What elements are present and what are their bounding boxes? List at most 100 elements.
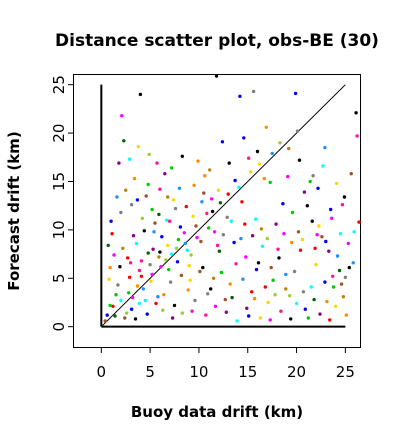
data-point xyxy=(266,300,270,305)
data-point xyxy=(134,241,139,246)
data-point xyxy=(136,144,141,149)
chart-title: Distance scatter plot, obs-BE (30) xyxy=(55,31,379,51)
data-point xyxy=(123,316,127,320)
data-point xyxy=(179,273,184,278)
data-point xyxy=(196,159,200,163)
data-point xyxy=(178,225,183,229)
data-point xyxy=(140,216,144,220)
data-point xyxy=(121,246,125,250)
data-point xyxy=(111,304,115,308)
data-point xyxy=(352,230,356,234)
x-tick-label: 20 xyxy=(287,363,306,381)
data-point xyxy=(150,272,154,277)
data-point xyxy=(230,295,234,300)
data-point xyxy=(249,170,253,174)
data-point xyxy=(294,301,299,306)
data-point xyxy=(296,230,301,234)
data-point xyxy=(338,232,343,236)
data-point xyxy=(335,254,340,258)
data-point xyxy=(114,293,118,297)
data-point xyxy=(354,111,358,115)
data-point xyxy=(312,297,316,302)
data-point xyxy=(334,181,339,186)
data-point xyxy=(161,308,165,312)
data-point xyxy=(147,152,151,157)
data-point xyxy=(211,276,216,280)
data-point xyxy=(284,287,288,291)
data-point xyxy=(269,265,273,270)
data-point xyxy=(281,202,285,206)
data-point xyxy=(159,265,163,269)
data-point xyxy=(127,291,131,295)
data-point xyxy=(293,91,298,96)
data-point xyxy=(290,210,295,215)
data-point xyxy=(175,260,180,264)
data-point xyxy=(315,233,319,237)
data-point xyxy=(155,161,159,165)
y-axis-title: Forecast drift (km) xyxy=(5,131,23,290)
data-point xyxy=(133,317,138,321)
data-point xyxy=(302,190,307,194)
data-point xyxy=(277,256,281,260)
data-point xyxy=(209,197,214,201)
data-point xyxy=(149,279,153,283)
data-point xyxy=(202,191,206,195)
data-point xyxy=(132,176,137,181)
data-point xyxy=(292,269,297,274)
data-point xyxy=(355,134,359,138)
y-tick-label: 0 xyxy=(50,322,68,332)
data-point xyxy=(127,275,132,279)
data-point xyxy=(125,311,129,315)
data-point xyxy=(244,255,248,259)
data-point xyxy=(185,248,189,252)
data-point xyxy=(188,278,192,282)
data-point xyxy=(180,311,184,315)
data-point xyxy=(258,316,263,320)
data-point xyxy=(229,219,233,223)
data-point xyxy=(289,317,293,321)
data-point xyxy=(171,198,176,202)
data-point xyxy=(144,194,148,198)
data-point xyxy=(241,277,245,281)
data-point xyxy=(106,243,110,248)
x-tick-label: 25 xyxy=(336,363,355,381)
data-point xyxy=(313,246,317,250)
data-point xyxy=(254,267,259,272)
data-point xyxy=(298,248,303,252)
data-point xyxy=(153,221,157,225)
data-point xyxy=(212,230,217,234)
data-point xyxy=(250,290,254,294)
data-point xyxy=(142,229,146,233)
data-point xyxy=(107,277,111,281)
data-point xyxy=(164,258,168,262)
data-point xyxy=(166,243,170,248)
data-point xyxy=(168,280,173,284)
data-point xyxy=(342,195,347,199)
data-point xyxy=(331,274,335,278)
data-point xyxy=(129,307,134,311)
data-point xyxy=(217,249,222,253)
data-point xyxy=(220,140,225,144)
data-point xyxy=(278,141,282,145)
data-point xyxy=(146,251,150,255)
data-point xyxy=(135,198,140,202)
data-point xyxy=(199,239,203,244)
data-point xyxy=(256,261,261,265)
data-point xyxy=(341,295,346,299)
data-point xyxy=(226,192,230,196)
reference-lines xyxy=(100,84,346,328)
data-point xyxy=(115,195,119,199)
data-point xyxy=(200,200,204,204)
data-point xyxy=(166,195,170,199)
data-point xyxy=(127,157,132,161)
data-point xyxy=(103,319,107,323)
data-point xyxy=(311,174,315,178)
data-points xyxy=(103,74,361,323)
data-point xyxy=(232,240,236,245)
data-point xyxy=(139,259,144,263)
data-point xyxy=(173,206,178,211)
data-point xyxy=(139,274,144,278)
data-point xyxy=(225,215,229,219)
data-point xyxy=(209,287,213,291)
data-point xyxy=(206,292,210,296)
